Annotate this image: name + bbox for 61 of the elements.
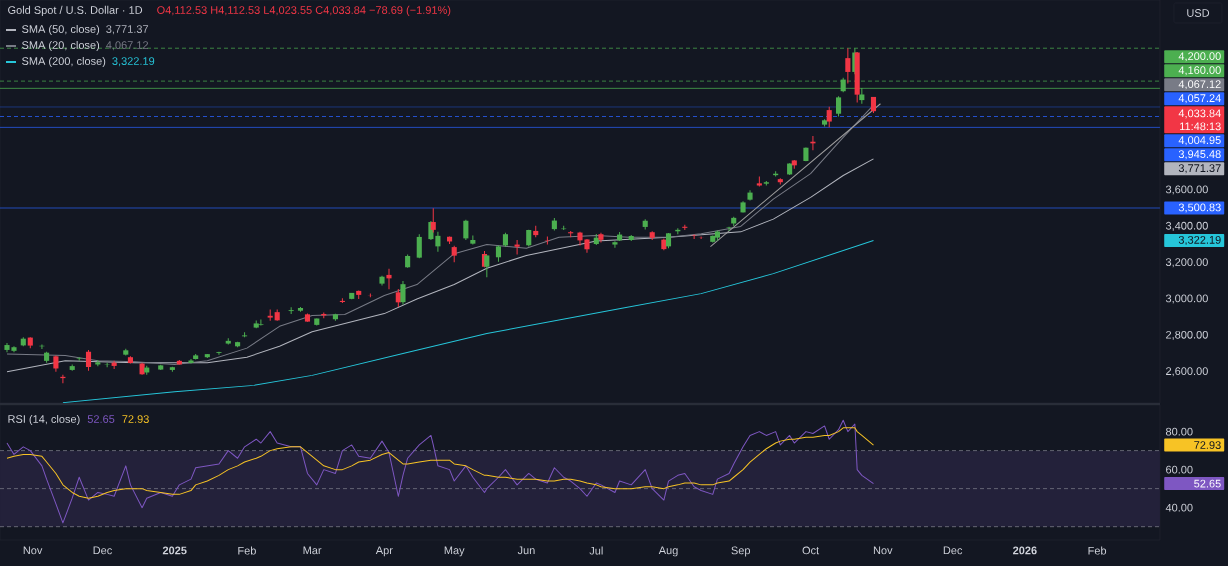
- candlestick: [822, 118, 828, 127]
- candlestick: [158, 364, 164, 371]
- x-tick-label: Mar: [303, 546, 322, 555]
- x-tick-label: Jul: [589, 546, 603, 555]
- y-tick-label: 3,000.00: [1165, 294, 1208, 304]
- y-tick-label: 40.00: [1165, 503, 1193, 512]
- y-tick-label: 2,600.00: [1166, 367, 1208, 377]
- ref-line-label: 4,057.24: [1178, 94, 1221, 104]
- x-tick-label: Apr: [375, 546, 393, 557]
- text: 52.65: [1194, 479, 1221, 488]
- x-tick-label: Dec: [943, 546, 963, 555]
- y-tick-label: 3,200.00: [1165, 258, 1208, 268]
- legend-label: SMA (200, close): [22, 56, 106, 68]
- line-series: [6, 104, 874, 365]
- text: 72.93: [1194, 441, 1221, 449]
- y-tick-label: 3,400.00: [1165, 221, 1208, 231]
- y-axis-title: USD: [1187, 9, 1210, 17]
- ref-line-label: 4,200.00: [1178, 52, 1221, 62]
- chart-title: Gold Spot / U.S. Dollar · 1D: [8, 5, 143, 17]
- x-tick-label: Nov: [23, 546, 43, 555]
- x-tick-label: Nov: [873, 546, 893, 555]
- x-tick-label: Jun: [517, 546, 535, 555]
- ref-line-label: 3,945.48: [1178, 150, 1221, 160]
- x-tick-label: Dec: [93, 546, 112, 555]
- annotation: 3,771.37: [106, 25, 149, 35]
- candlestick: [763, 180, 769, 187]
- text: 4,067.12: [1178, 80, 1221, 90]
- x-tick-label: 2025: [162, 546, 187, 555]
- candlestick: [756, 176, 762, 187]
- candlestick: [188, 358, 194, 365]
- y-tick-label: 2,800.00: [1166, 330, 1208, 340]
- ref-line-label: 4,004.95: [1178, 136, 1221, 146]
- annotation: 52.65: [87, 415, 115, 423]
- candlestick: [726, 226, 732, 232]
- x-tick-label: Feb: [238, 546, 256, 555]
- text: 11:48:13: [1180, 122, 1221, 131]
- text: 4,033.84: [1178, 109, 1221, 119]
- x-tick-label: Oct: [802, 546, 820, 555]
- y-tick-label: 60.00: [1166, 465, 1193, 474]
- x-tick-label: Feb: [1088, 546, 1107, 555]
- line-series: [6, 158, 874, 373]
- ref-line-label: 4,160.00: [1178, 66, 1221, 76]
- candlestick: [691, 233, 697, 240]
- y-tick-label: 3,600.00: [1165, 185, 1208, 195]
- annotation: 72.93: [122, 415, 149, 423]
- candlestick: [76, 356, 82, 362]
- x-tick-label: Aug: [658, 546, 678, 557]
- x-tick-label: 2026: [1013, 546, 1037, 555]
- ref-line-label: 3,500.83: [1178, 203, 1221, 213]
- text: RSI (14, close): [8, 414, 80, 426]
- y-tick-label: 80.00: [1165, 427, 1193, 436]
- annotation: 3,322.19: [112, 57, 155, 67]
- annotation: 4,067.12: [106, 41, 149, 51]
- chart-subtitle: O4,112.53 H4,112.53 L4,023.55 C4,033.84 −78.69 (−1.91%): [157, 5, 451, 17]
- x-tick-label: Sep: [731, 546, 751, 557]
- x-tick-label: May: [444, 546, 465, 557]
- text: 3,322.19: [1178, 236, 1221, 246]
- line-series: [62, 240, 874, 403]
- legend-label: SMA (20, close): [22, 40, 100, 52]
- text: 3,771.37: [1178, 164, 1221, 174]
- legend-label: SMA (50, close): [22, 24, 100, 36]
